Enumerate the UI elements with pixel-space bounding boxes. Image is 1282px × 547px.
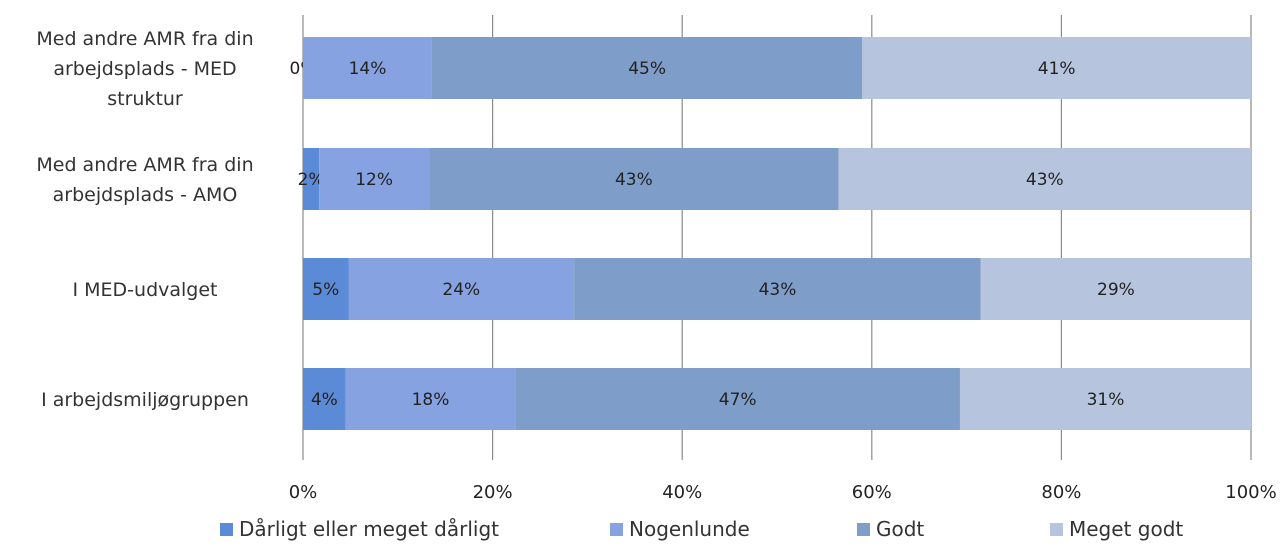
category-label: Med andre AMR fra din arbejdsplads - AMO: [36, 154, 253, 206]
bar-segment: [303, 37, 432, 99]
legend-swatch: [857, 523, 870, 536]
x-tick-label: 0%: [289, 482, 318, 503]
bar-segment: [838, 148, 1251, 210]
data-label: 45%: [628, 59, 666, 79]
data-label: 24%: [442, 280, 480, 300]
bar-segment: [862, 37, 1251, 99]
data-label: 43%: [759, 280, 797, 300]
bar-segment: [303, 148, 320, 210]
data-label: 43%: [615, 170, 653, 190]
bar-segment: [431, 37, 863, 99]
x-tick-label: 40%: [662, 482, 702, 503]
data-label: 41%: [1038, 59, 1076, 79]
bar-segment: [345, 368, 516, 430]
x-tick-label: 60%: [852, 482, 892, 503]
category-label: I arbejdsmiljøgruppen: [41, 389, 249, 411]
data-label: 4%: [311, 390, 338, 410]
legend-label: Meget godt: [1069, 517, 1183, 541]
category-label: Med andre AMR fra din arbejdsplads - MED s…: [36, 28, 253, 110]
data-label: 12%: [355, 170, 393, 190]
bar-segment: [574, 258, 981, 320]
bar-segment: [348, 258, 575, 320]
category-label: I MED-udvalget: [73, 279, 218, 301]
bar-segment: [980, 258, 1251, 320]
legend-swatch: [220, 523, 233, 536]
legend-swatch: [610, 523, 623, 536]
x-tick-label: 20%: [473, 482, 513, 503]
bar-segment: [959, 368, 1251, 430]
bar-segment: [319, 148, 430, 210]
data-label: 47%: [719, 390, 757, 410]
bar-segment: [429, 148, 839, 210]
data-label: 14%: [349, 59, 387, 79]
bar-segment: [515, 368, 960, 430]
legend-label: Nogenlunde: [629, 517, 750, 541]
data-label: 5%: [312, 280, 339, 300]
x-tick-label: 100%: [1225, 482, 1276, 503]
data-label: 29%: [1097, 280, 1135, 300]
data-label: 31%: [1087, 390, 1125, 410]
bar-segment: [303, 258, 349, 320]
bar-segment: [303, 368, 346, 430]
legend-swatch: [1050, 523, 1063, 536]
x-tick-label: 80%: [1041, 482, 1081, 503]
legend-label: Dårligt eller meget dårligt: [239, 517, 499, 541]
data-label: 43%: [1026, 170, 1064, 190]
data-label: 2%: [298, 170, 325, 190]
legend-label: Godt: [876, 517, 924, 541]
data-label: 18%: [412, 390, 450, 410]
